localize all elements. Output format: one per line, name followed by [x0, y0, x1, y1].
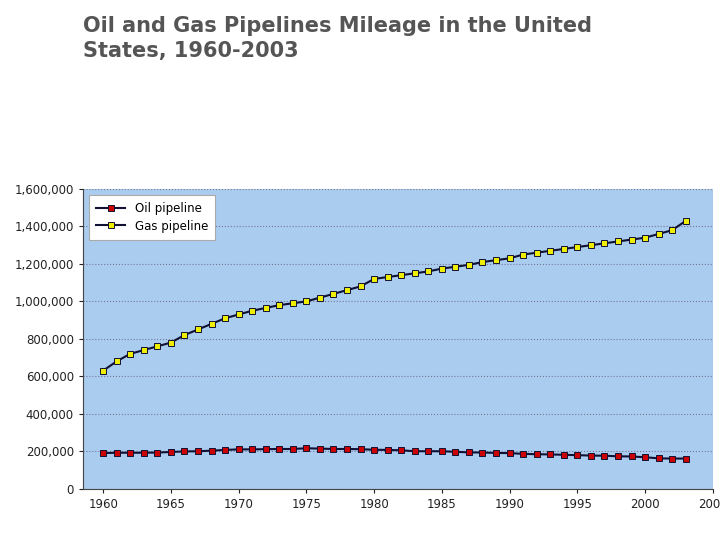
Oil pipeline [438, 448, 446, 455]
Oil pipeline [99, 450, 107, 456]
Gas pipeline [261, 305, 270, 311]
Oil pipeline [140, 449, 148, 456]
Gas pipeline [438, 265, 446, 272]
Oil pipeline [410, 448, 419, 455]
Oil pipeline [519, 450, 528, 457]
Oil pipeline [383, 447, 392, 453]
Oil pipeline [464, 449, 473, 456]
Oil pipeline [613, 453, 622, 460]
Oil pipeline [451, 449, 459, 455]
Gas pipeline [207, 321, 216, 327]
Oil pipeline [505, 450, 514, 456]
Oil pipeline [573, 452, 582, 458]
Gas pipeline [153, 343, 161, 349]
Oil pipeline [356, 446, 365, 453]
Oil pipeline [587, 453, 595, 459]
Gas pipeline [505, 255, 514, 261]
Gas pipeline [302, 298, 310, 305]
Gas pipeline [424, 268, 433, 275]
Gas pipeline [397, 272, 405, 279]
Line: Gas pipeline: Gas pipeline [99, 218, 689, 374]
Oil pipeline [248, 446, 256, 453]
Gas pipeline [613, 238, 622, 245]
Oil pipeline [668, 455, 677, 462]
Oil pipeline [112, 449, 121, 456]
Gas pipeline [668, 227, 677, 233]
Gas pipeline [248, 307, 256, 314]
Oil pipeline [370, 447, 379, 453]
Gas pipeline [519, 251, 528, 258]
Gas pipeline [559, 246, 568, 252]
Oil pipeline [397, 447, 405, 454]
Gas pipeline [546, 247, 554, 254]
Gas pipeline [627, 237, 636, 243]
Oil pipeline [315, 446, 324, 452]
Gas pipeline [194, 326, 202, 333]
Gas pipeline [600, 240, 608, 247]
Gas pipeline [654, 231, 663, 237]
Oil pipeline [302, 445, 310, 451]
Gas pipeline [166, 339, 175, 346]
Gas pipeline [410, 270, 419, 276]
Legend: Oil pipeline, Gas pipeline: Oil pipeline, Gas pipeline [89, 195, 215, 240]
Gas pipeline [221, 315, 230, 321]
Gas pipeline [641, 234, 649, 241]
Oil pipeline [492, 450, 500, 456]
Oil pipeline [194, 448, 202, 455]
Gas pipeline [180, 332, 189, 339]
Oil pipeline [166, 449, 175, 455]
Oil pipeline [424, 448, 433, 455]
Gas pipeline [383, 274, 392, 280]
Gas pipeline [315, 294, 324, 301]
Oil pipeline [654, 455, 663, 462]
Oil pipeline [126, 449, 135, 456]
Oil pipeline [261, 446, 270, 453]
Oil pipeline [343, 446, 351, 452]
Gas pipeline [126, 350, 135, 357]
Oil pipeline [207, 448, 216, 454]
Gas pipeline [329, 291, 338, 297]
Oil pipeline [153, 449, 161, 456]
Oil pipeline [627, 453, 636, 460]
Gas pipeline [451, 264, 459, 270]
Gas pipeline [343, 287, 351, 293]
Oil pipeline [641, 454, 649, 461]
Oil pipeline [478, 449, 487, 456]
Oil pipeline [600, 453, 608, 459]
Oil pipeline [180, 448, 189, 455]
Gas pipeline [681, 218, 690, 224]
Gas pipeline [573, 244, 582, 251]
Oil pipeline [221, 447, 230, 453]
Oil pipeline [681, 455, 690, 462]
Oil pipeline [532, 451, 541, 457]
Gas pipeline [140, 347, 148, 353]
Gas pipeline [478, 259, 487, 265]
Gas pipeline [492, 257, 500, 264]
Gas pipeline [112, 358, 121, 365]
Gas pipeline [464, 261, 473, 268]
Oil pipeline [234, 446, 243, 453]
Oil pipeline [559, 451, 568, 458]
Oil pipeline [329, 446, 338, 452]
Gas pipeline [275, 302, 284, 308]
Oil pipeline [546, 451, 554, 458]
Gas pipeline [289, 300, 297, 307]
Gas pipeline [587, 242, 595, 248]
Oil pipeline [289, 446, 297, 452]
Gas pipeline [99, 367, 107, 374]
Gas pipeline [370, 275, 379, 282]
Gas pipeline [356, 283, 365, 289]
Text: Oil and Gas Pipelines Mileage in the United
States, 1960-2003: Oil and Gas Pipelines Mileage in the Uni… [83, 16, 592, 61]
Gas pipeline [532, 249, 541, 256]
Line: Oil pipeline: Oil pipeline [99, 445, 689, 462]
Gas pipeline [234, 311, 243, 318]
Oil pipeline [275, 446, 284, 452]
